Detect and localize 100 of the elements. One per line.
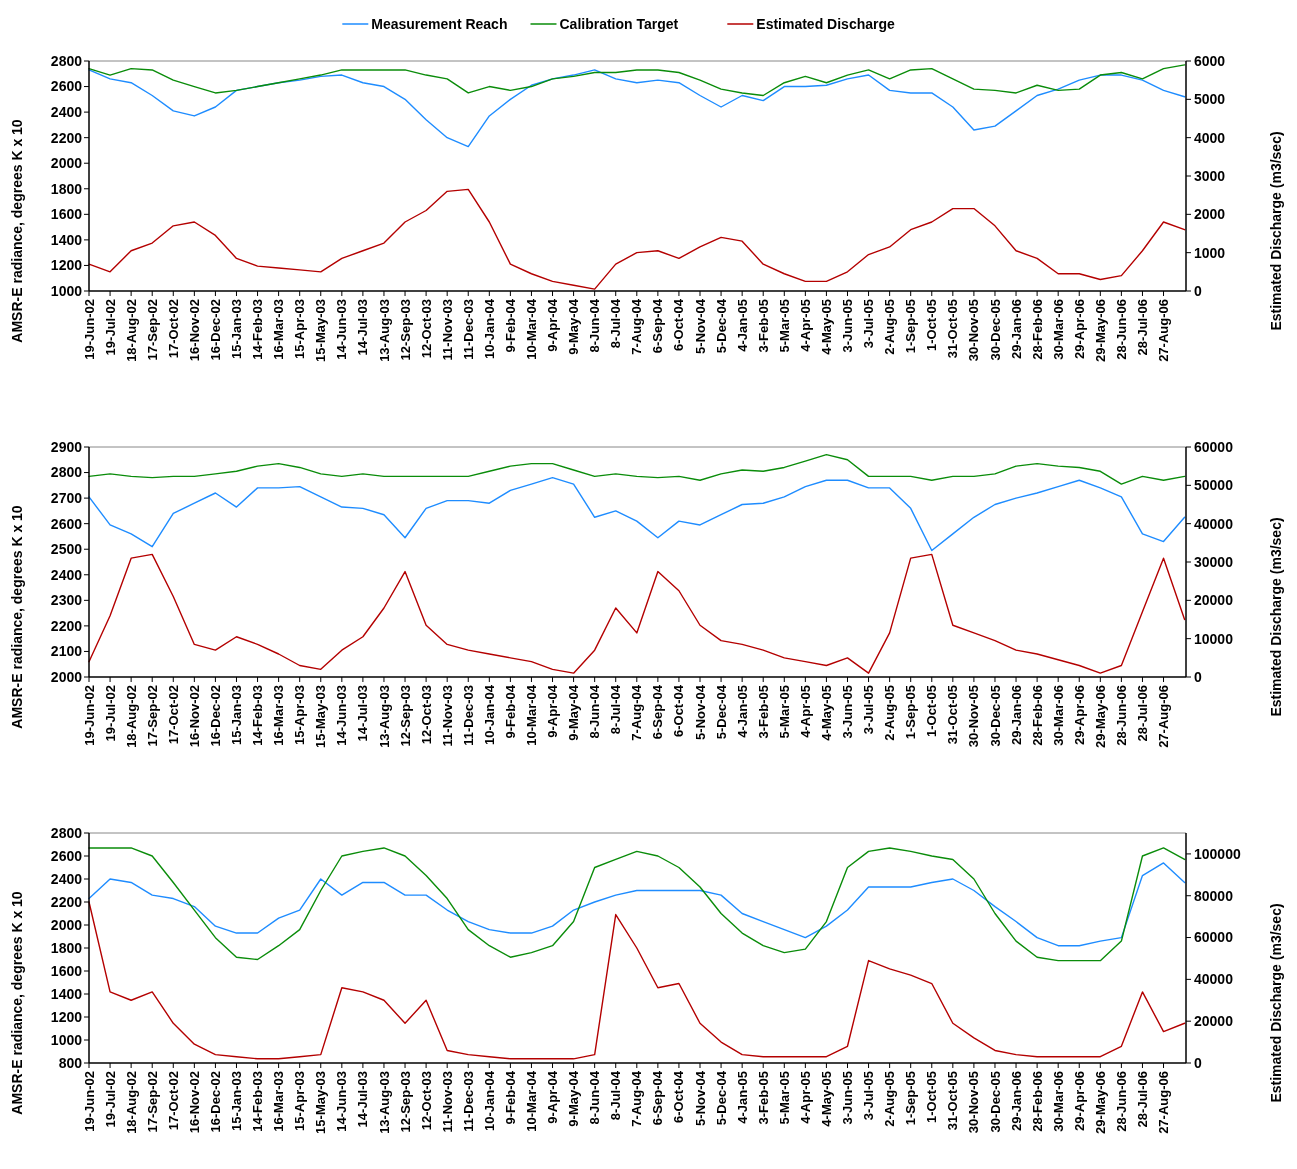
y2-tick-label: 40000 (1194, 971, 1234, 988)
y-tick-label: 1800 (50, 939, 83, 956)
x-tick-label: 7-Aug-04 (629, 298, 645, 355)
x-tick-label: 29-Jan-06 (1008, 1071, 1024, 1131)
x-tick-label: 3-Jun-05 (840, 685, 856, 739)
x-tick-label: 4-Apr-05 (797, 1071, 813, 1124)
y2-axis-title: Estimated Discharge (m3/sec) (1268, 903, 1284, 1103)
x-tick-label: 31-Oct-05 (945, 299, 961, 359)
x-tick-label: 30-Dec-05 (987, 299, 1003, 361)
x-tick-label: 11-Dec-03 (460, 299, 476, 360)
x-tick-label: 4-Jan-05 (734, 1071, 750, 1124)
x-tick-label: 12-Oct-03 (418, 685, 434, 745)
x-tick-label: 19-Jun-02 (81, 685, 97, 746)
x-tick-label: 13-Aug-03 (376, 1071, 392, 1134)
x-tick-label: 3-Feb-05 (755, 299, 771, 353)
x-tick-label: 29-Apr-06 (1071, 685, 1087, 745)
x-tick-label: 5-Nov-04 (692, 684, 708, 740)
x-tick-label: 4-May-05 (818, 685, 834, 741)
y-tick-label: 2900 (50, 438, 83, 455)
x-tick-label: 6-Oct-04 (671, 684, 687, 738)
x-tick-label: 19-Jun-02 (81, 299, 97, 360)
x-tick-label: 3-Feb-05 (755, 685, 771, 739)
x-tick-label: 14-Jun-03 (334, 685, 350, 746)
y-tick-label: 1600 (50, 962, 83, 979)
x-tick-label: 16-Nov-02 (186, 1071, 202, 1134)
x-tick-label: 1-Sep-05 (903, 685, 919, 740)
y-tick-label: 2800 (50, 824, 83, 841)
y-tick-label: 2400 (50, 566, 83, 583)
x-tick-label: 30-Mar-06 (1050, 685, 1066, 746)
x-tick-label: 6-Sep-04 (650, 1070, 666, 1126)
x-tick-label: 9-Apr-04 (545, 1070, 561, 1124)
y-axis-title: AMSR-E radiance, degrees K x 10 (9, 505, 25, 729)
x-tick-label: 29-Jan-06 (1008, 299, 1024, 359)
y2-tick-label: 80000 (1194, 887, 1234, 904)
line-series (88, 847, 1186, 962)
x-tick-label: 16-Nov-02 (186, 299, 202, 362)
x-tick-label: 16-Nov-02 (186, 685, 202, 748)
y2-tick-label: 2000 (1194, 206, 1226, 223)
x-tick-label: 30-Mar-06 (1050, 299, 1066, 360)
y2-tick-label: 20000 (1194, 1013, 1234, 1030)
x-tick-label: 7-Aug-04 (629, 1070, 645, 1127)
x-tick-label: 15-Apr-03 (292, 299, 308, 359)
x-tick-label: 10-Jan-04 (481, 1070, 497, 1131)
y2-axis-title: Estimated Discharge (m3/sec) (1268, 517, 1284, 717)
x-tick-label: 3-Feb-05 (755, 1071, 771, 1125)
x-tick-label: 3-Jun-05 (840, 1071, 856, 1125)
x-tick-label: 19-Jul-02 (102, 1071, 118, 1128)
x-tick-label: 10-Mar-04 (524, 298, 539, 360)
y2-tick-label: 100000 (1194, 845, 1241, 862)
x-tick-label: 30-Mar-06 (1050, 1071, 1066, 1132)
x-tick-label: 10-Mar-04 (524, 684, 539, 746)
x-tick-label: 8-Jun-04 (587, 1070, 603, 1125)
line-series (88, 476, 1186, 552)
x-tick-label: 1-Sep-05 (903, 299, 919, 354)
x-tick-label: 19-Jul-02 (102, 299, 118, 356)
x-tick-label: 3-Jul-05 (861, 1071, 877, 1121)
y-tick-label: 1800 (50, 180, 83, 197)
x-tick-label: 6-Sep-04 (650, 684, 666, 740)
x-tick-label: 5-Nov-04 (692, 1070, 708, 1126)
x-tick-label: 4-Apr-05 (797, 685, 813, 738)
x-tick-label: 5-Mar-05 (776, 685, 792, 739)
x-tick-label: 9-Feb-04 (502, 684, 518, 739)
x-tick-label: 14-Feb-03 (250, 299, 266, 360)
x-tick-label: 10-Mar-04 (524, 1070, 539, 1132)
legend-label: Measurement Reach (371, 15, 508, 32)
x-tick-label: 14-Feb-03 (250, 685, 266, 746)
x-tick-label: 6-Sep-04 (650, 298, 666, 354)
x-tick-label: 29-May-06 (1092, 299, 1108, 362)
x-tick-label: 14-Jul-03 (355, 299, 371, 356)
x-tick-label: 28-Jul-06 (1135, 685, 1151, 742)
y2-tick-label: 0 (1194, 282, 1202, 299)
y-tick-label: 1600 (50, 206, 83, 223)
x-tick-label: 15-Jan-03 (229, 685, 245, 745)
x-tick-label: 12-Sep-03 (397, 1071, 413, 1133)
x-tick-label: 29-Jan-06 (1008, 685, 1024, 745)
x-tick-label: 29-May-06 (1092, 1071, 1108, 1134)
line-series (88, 553, 1186, 674)
x-tick-label: 28-Jun-06 (1113, 299, 1129, 360)
x-tick-label: 27-Aug-06 (1156, 1071, 1172, 1134)
x-tick-label: 17-Sep-02 (144, 1071, 160, 1133)
y2-tick-label: 4000 (1194, 129, 1226, 146)
x-tick-label: 5-Dec-04 (713, 684, 729, 740)
x-tick-label: 17-Oct-02 (165, 299, 181, 359)
x-tick-label: 18-Aug-02 (123, 685, 139, 748)
x-tick-label: 4-May-05 (818, 1071, 834, 1127)
x-tick-label: 31-Oct-05 (945, 685, 961, 745)
x-tick-label: 28-Jun-06 (1113, 1071, 1129, 1132)
x-tick-label: 19-Jul-02 (102, 685, 118, 742)
x-tick-label: 9-Feb-04 (502, 1070, 518, 1125)
x-tick-label: 12-Oct-03 (418, 299, 434, 359)
x-tick-label: 15-Jan-03 (229, 299, 245, 359)
x-tick-label: 6-Oct-04 (671, 1070, 687, 1124)
y-tick-label: 2700 (50, 490, 83, 507)
x-tick-label: 19-Jun-02 (81, 1071, 97, 1132)
y-tick-label: 2600 (50, 847, 83, 864)
y-axis-title: AMSR-E radiance, degrees K x 10 (9, 891, 25, 1115)
x-tick-label: 11-Nov-03 (439, 299, 455, 361)
y-tick-label: 2500 (50, 541, 83, 558)
y2-tick-label: 20000 (1194, 592, 1234, 609)
x-tick-label: 11-Nov-03 (439, 685, 455, 747)
